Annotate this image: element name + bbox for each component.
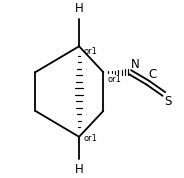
- Text: N: N: [131, 57, 139, 70]
- Text: or1: or1: [83, 134, 97, 143]
- Text: C: C: [148, 68, 157, 81]
- Text: H: H: [75, 163, 84, 176]
- Text: S: S: [165, 95, 172, 108]
- Text: H: H: [75, 2, 84, 15]
- Text: or1: or1: [107, 75, 121, 84]
- Text: or1: or1: [83, 47, 97, 56]
